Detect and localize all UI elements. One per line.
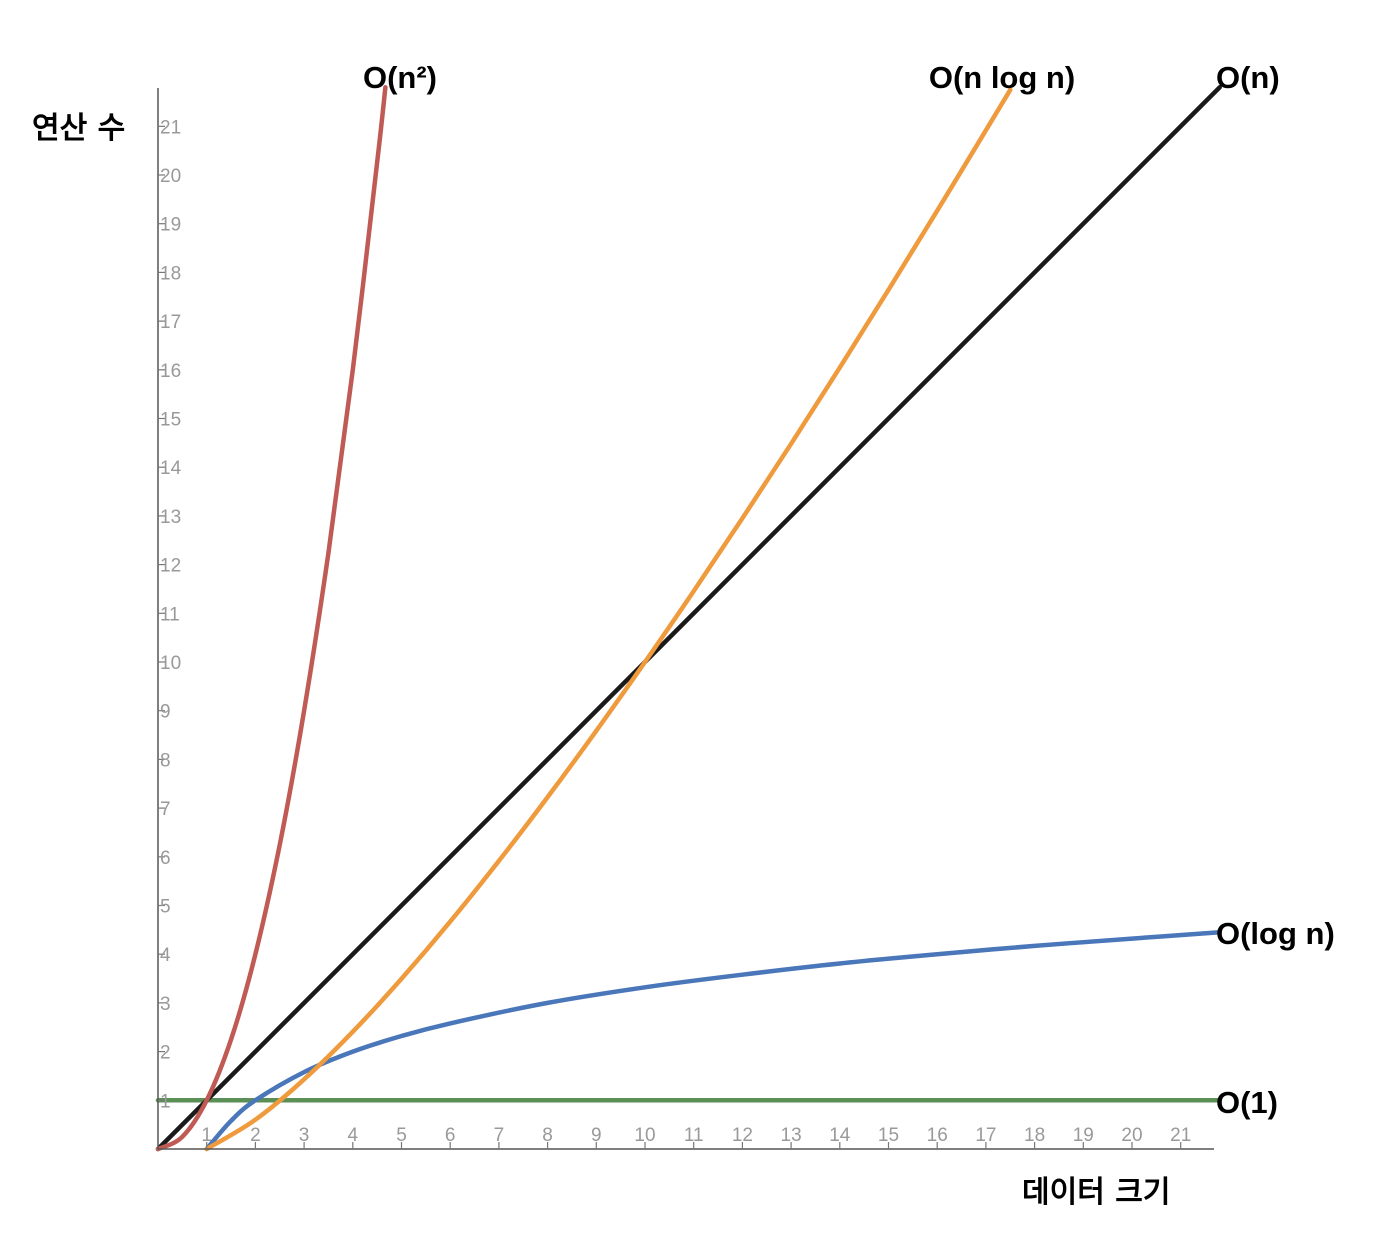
x-tick-label: 8 bbox=[542, 1125, 553, 1146]
x-axis-title: 데이터 크기 bbox=[1022, 1175, 1170, 1210]
y-tick-label: 20 bbox=[160, 166, 181, 187]
x-tick-label: 21 bbox=[1170, 1125, 1191, 1146]
ticks-layer: 1 2 3 4 5 6 7 8 9 10 11 12 13 14 15 16 17 18 19 20 211234567… bbox=[158, 117, 1191, 1149]
x-tick-label: 6 bbox=[445, 1125, 456, 1146]
y-tick-label: 1 bbox=[160, 1091, 171, 1112]
x-tick-label: 1 bbox=[201, 1125, 212, 1146]
y-tick-label: 6 bbox=[160, 848, 171, 869]
x-tick-label: 5 bbox=[396, 1125, 407, 1146]
x-tick-label: 19 bbox=[1073, 1125, 1094, 1146]
y-tick-label: 7 bbox=[160, 799, 171, 820]
x-tick-label: 2 bbox=[250, 1125, 261, 1146]
x-tick-label: 11 bbox=[684, 1125, 704, 1146]
x-tick-label: 3 bbox=[299, 1125, 310, 1146]
y-axis-title: 연산 수 bbox=[32, 111, 125, 146]
y-tick-label: 15 bbox=[160, 410, 181, 431]
y-tick-label: 3 bbox=[160, 994, 171, 1015]
series-label-o-n-log-n: O(n log n) bbox=[929, 60, 1075, 95]
x-tick-label: 16 bbox=[927, 1125, 948, 1146]
axes-layer bbox=[157, 88, 1214, 1150]
y-tick-label: 13 bbox=[160, 507, 181, 528]
x-tick-label: 17 bbox=[975, 1125, 996, 1146]
series-line-o-n bbox=[155, 85, 1222, 1152]
y-tick-label: 2 bbox=[160, 1043, 171, 1064]
y-tick-label: 5 bbox=[160, 897, 171, 918]
y-tick-label: 17 bbox=[160, 312, 181, 333]
series-label-o-n: O(n) bbox=[1216, 60, 1280, 95]
x-tick-label: 4 bbox=[348, 1125, 359, 1146]
x-tick-label: 18 bbox=[1024, 1125, 1045, 1146]
y-tick-label: 21 bbox=[160, 117, 181, 138]
y-tick-label: 10 bbox=[160, 653, 181, 674]
x-tick-label: 12 bbox=[732, 1125, 753, 1146]
y-tick-label: 19 bbox=[160, 215, 181, 236]
x-tick-label: 7 bbox=[494, 1125, 505, 1146]
series-label-o-log-n: O(log n) bbox=[1216, 916, 1335, 951]
y-tick-label: 11 bbox=[160, 604, 180, 625]
y-tick-label: 16 bbox=[160, 361, 181, 382]
y-tick-label: 8 bbox=[160, 750, 171, 771]
x-tick-label: 14 bbox=[829, 1125, 851, 1146]
series-line-o-log-n bbox=[204, 930, 1222, 1152]
series-line-o-n-log-n bbox=[204, 87, 1013, 1152]
x-tick-label: 20 bbox=[1121, 1125, 1142, 1146]
series-line-o-n2 bbox=[155, 85, 388, 1152]
series-label-o-1: O(1) bbox=[1216, 1085, 1278, 1120]
x-tick-label: 10 bbox=[634, 1125, 655, 1146]
series-label-o-n2: O(n²) bbox=[363, 60, 437, 95]
x-tick-label: 13 bbox=[781, 1125, 802, 1146]
y-tick-label: 12 bbox=[160, 556, 181, 577]
series-layer bbox=[155, 85, 1222, 1152]
x-tick-label: 15 bbox=[878, 1125, 899, 1146]
series-labels-layer: O(1) O(log n) O(n) O(n log n) O(n²) bbox=[363, 60, 1335, 1120]
y-tick-label: 4 bbox=[160, 945, 171, 966]
y-tick-label: 14 bbox=[160, 458, 182, 479]
y-tick-label: 18 bbox=[160, 263, 181, 284]
x-tick-label: 9 bbox=[591, 1125, 602, 1146]
y-tick-label: 9 bbox=[160, 702, 171, 723]
